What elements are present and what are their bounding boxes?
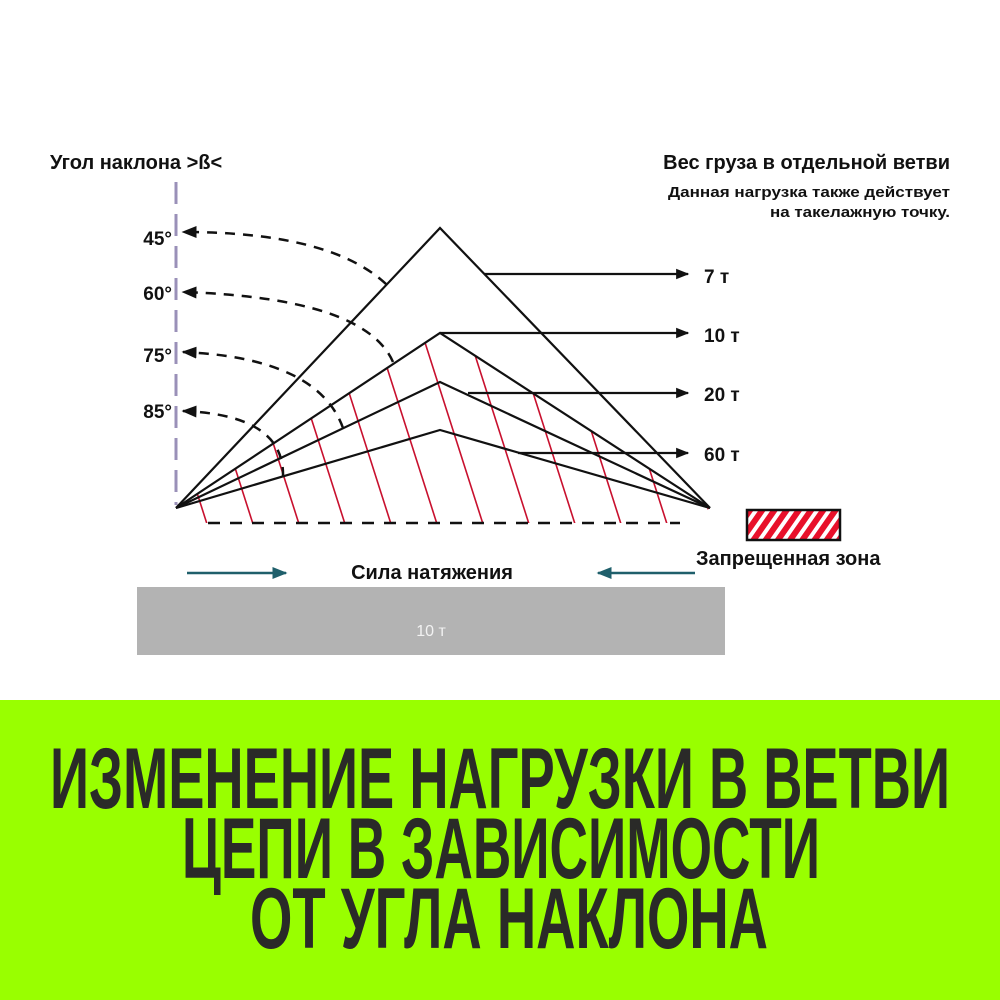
forbidden-zone-legend-swatch — [745, 508, 842, 542]
angle-label-85: 85° — [143, 402, 172, 423]
forbidden-zone-label: Запрещенная зона — [696, 548, 881, 570]
load-label-10: 10 т — [704, 326, 740, 347]
hatch-line — [420, 333, 484, 523]
hatch-line — [466, 333, 530, 523]
hatch-line — [328, 333, 392, 523]
angle-arc-75 — [181, 346, 345, 429]
hatch-line — [558, 333, 622, 523]
branch-load-title: Вес груза в отдельной ветви — [663, 152, 950, 174]
load-label-60: 60 т — [704, 445, 740, 466]
angle-arc-60 — [181, 286, 395, 363]
angle-arc-85 — [181, 405, 285, 478]
banner-title-line3: ОТ УГЛА НАКЛОНА — [250, 871, 768, 967]
angle-arc-45 — [181, 226, 387, 285]
sling-45 — [175, 226, 711, 509]
hatch-line — [374, 333, 438, 523]
hatch-line — [604, 333, 668, 523]
load-label-7: 7 т — [704, 267, 729, 288]
load-block — [137, 587, 725, 655]
sling-75 — [175, 380, 711, 509]
load-label-20: 20 т — [704, 385, 740, 406]
forbidden-zone-hatch — [176, 333, 710, 523]
banner-title-line2: ЦЕПИ В ЗАВИСИМОСТИ — [182, 801, 820, 897]
load-weight-label: 10 т — [416, 623, 446, 640]
sling-60 — [175, 331, 711, 509]
angle-axis-label: Угол наклона >ß< — [50, 152, 222, 174]
sling-85 — [175, 428, 711, 510]
title-banner — [0, 700, 1000, 1000]
angle-label-45: 45° — [143, 229, 172, 250]
tension-label: Сила натяжения — [351, 562, 513, 584]
branch-load-note-line2: на такелажную точку. — [770, 204, 950, 221]
hatch-line — [236, 333, 300, 523]
branch-load-note-line1: Данная нагрузка также действует — [668, 184, 950, 201]
angle-label-75: 75° — [143, 346, 172, 367]
banner-title-line1: ИЗМЕНЕНИЕ НАГРУЗКИ В ВЕТВИ — [50, 731, 950, 827]
angle-label-60: 60° — [143, 284, 172, 305]
hatch-line — [282, 333, 346, 523]
